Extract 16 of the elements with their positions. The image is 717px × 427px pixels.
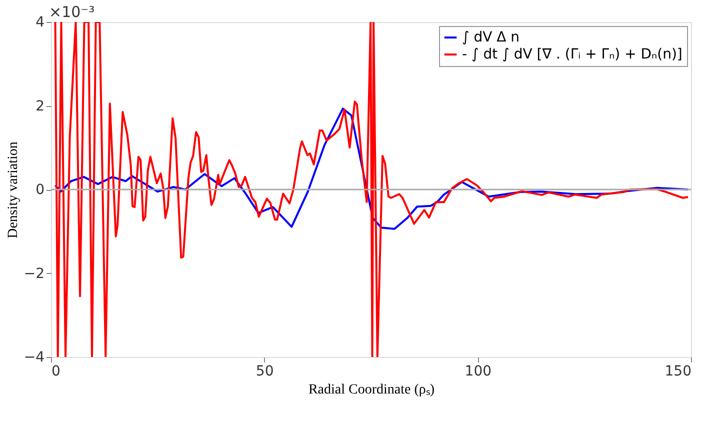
legend-label: ∫ dV Δ n (462, 30, 520, 46)
text: ×10⁻³ (49, 3, 95, 21)
x-tick-label: 0 (52, 364, 60, 380)
x-tick-label: 150 (664, 364, 692, 380)
y-tick-label: 2 (36, 98, 44, 114)
legend-label: - ∫ dt ∫ dV [∇ . (Γᵢ + Γₙ) + Dₙ(n)] (462, 46, 682, 62)
line-series (54, 22, 690, 357)
y-tick-label: −2 (24, 266, 44, 282)
y-tick-label: 0 (36, 182, 44, 198)
y-axis-title: Density variation (6, 142, 21, 238)
x-tick-label: 50 (256, 364, 274, 380)
line-series (54, 108, 690, 230)
x-axis-title: Radial Coordinate (ρₛ) (308, 382, 435, 398)
y-tick-label: −4 (24, 350, 45, 366)
x-tick-label: 100 (464, 364, 492, 380)
y-tick-label: 4 (36, 14, 45, 30)
